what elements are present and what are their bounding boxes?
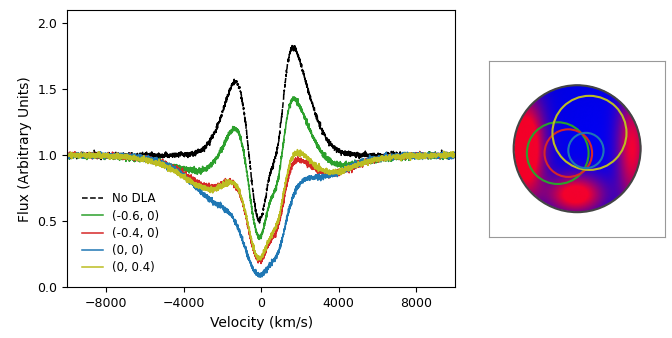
(-0.6, 0) bbox=[451, 155, 459, 159]
(0, 0.4) bbox=[253, 258, 261, 262]
(-0.4, 0) bbox=[63, 155, 71, 159]
(-0.6, 0) bbox=[290, 95, 298, 99]
(0, 0) bbox=[402, 152, 410, 156]
(-0.4, 0) bbox=[402, 153, 410, 157]
(0, 0.4) bbox=[402, 153, 410, 158]
(-0.4, 0) bbox=[130, 155, 138, 160]
(0, 0.4) bbox=[451, 153, 459, 158]
No DLA bbox=[288, 44, 296, 48]
(-0.4, 0) bbox=[444, 153, 452, 158]
(0, 0) bbox=[229, 216, 237, 220]
No DLA bbox=[444, 152, 452, 156]
No DLA bbox=[255, 221, 263, 225]
(-0.4, 0) bbox=[108, 154, 116, 158]
(-0.4, 0) bbox=[228, 182, 237, 186]
No DLA bbox=[130, 155, 138, 160]
(-0.4, 0) bbox=[257, 261, 265, 265]
(0, 0.4) bbox=[294, 148, 302, 152]
(-0.6, 0) bbox=[108, 156, 116, 160]
(0, 0) bbox=[212, 202, 220, 207]
(-0.6, 0) bbox=[402, 155, 410, 159]
Line bbox=[67, 152, 455, 277]
(0, 0.4) bbox=[130, 156, 138, 160]
(0, 0) bbox=[108, 153, 116, 157]
Legend: No DLA, (-0.6, 0), (-0.4, 0), (0, 0), (0, 0.4): No DLA, (-0.6, 0), (-0.4, 0), (0, 0), (0… bbox=[77, 188, 164, 279]
(0, 0.4) bbox=[212, 186, 220, 190]
(0, 0.4) bbox=[228, 182, 237, 186]
Line bbox=[67, 150, 455, 260]
No DLA bbox=[402, 151, 410, 155]
(0, 0.4) bbox=[63, 152, 71, 156]
(-0.6, 0) bbox=[212, 157, 220, 161]
(-0.6, 0) bbox=[228, 124, 237, 128]
(0, 0) bbox=[63, 152, 71, 156]
(-0.4, 0) bbox=[212, 183, 220, 187]
(-0.4, 0) bbox=[416, 149, 424, 153]
(0, 0) bbox=[257, 275, 265, 279]
(-0.6, 0) bbox=[130, 156, 138, 160]
X-axis label: Velocity (km/s): Velocity (km/s) bbox=[210, 316, 312, 330]
(-0.6, 0) bbox=[444, 153, 452, 158]
(0, 0) bbox=[97, 150, 105, 154]
No DLA bbox=[228, 82, 237, 86]
Y-axis label: Flux (Arbitrary Units): Flux (Arbitrary Units) bbox=[18, 76, 32, 222]
No DLA bbox=[212, 129, 220, 133]
Line: No DLA: No DLA bbox=[67, 46, 455, 223]
Line bbox=[67, 151, 455, 263]
(-0.6, 0) bbox=[63, 156, 71, 160]
(-0.4, 0) bbox=[451, 152, 459, 156]
No DLA bbox=[108, 153, 116, 157]
No DLA bbox=[451, 153, 459, 158]
(0, 0) bbox=[130, 152, 138, 156]
(-0.6, 0) bbox=[255, 237, 263, 241]
Line bbox=[67, 97, 455, 239]
No DLA bbox=[63, 153, 71, 157]
(0, 0.4) bbox=[108, 155, 116, 159]
(0, 0) bbox=[444, 152, 452, 156]
(0, 0) bbox=[451, 154, 459, 159]
(0, 0.4) bbox=[444, 154, 452, 159]
